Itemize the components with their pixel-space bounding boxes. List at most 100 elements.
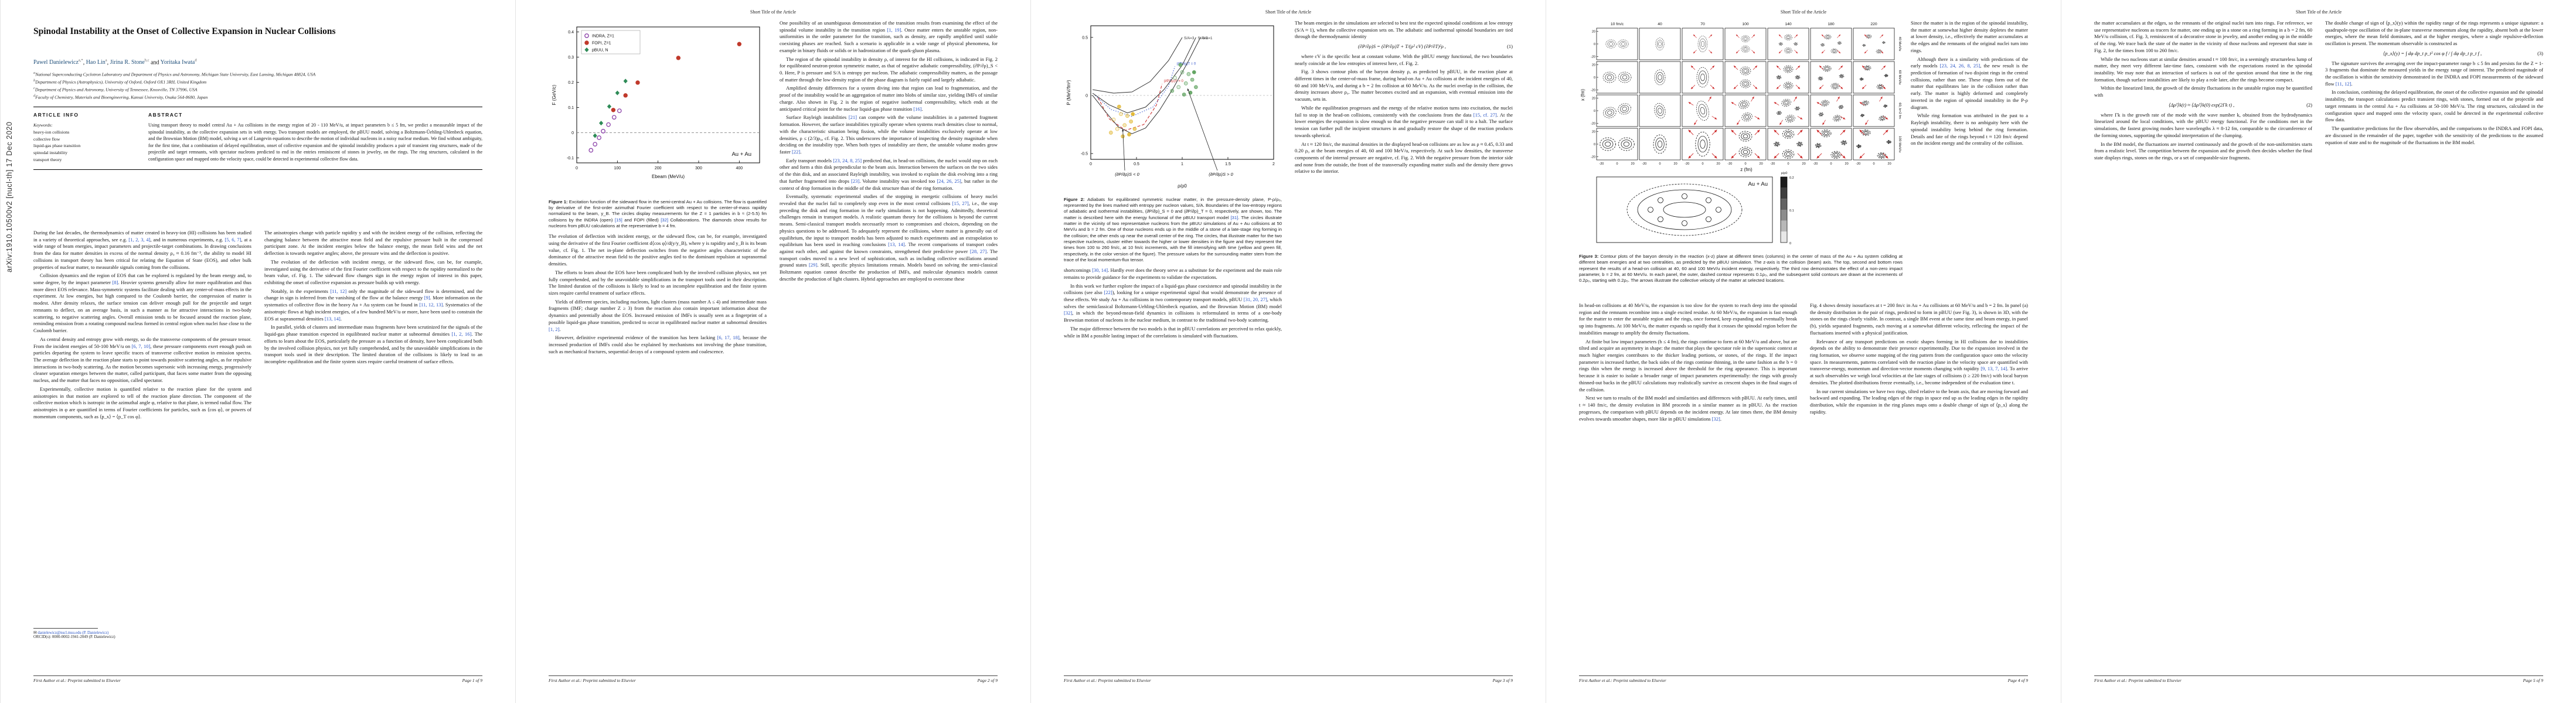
svg-text:-20: -20 [1591,122,1595,126]
paragraph: During the last decades, the thermodynam… [33,230,251,270]
svg-text:-20: -20 [1813,162,1818,166]
svg-text:20: 20 [1845,162,1849,166]
svg-text:20: 20 [1592,63,1595,67]
svg-text:0.2: 0.2 [568,81,574,85]
density-panel [1603,103,1631,118]
running-head: Short Title of the Article [2295,9,2342,15]
paragraph: Yields of different species, including n… [549,298,767,332]
svg-text:(∂P/∂ρ)S > 0: (∂P/∂ρ)S > 0 [1209,172,1233,177]
page-footer: First Author et al.: Preprint submitted … [1579,675,2028,683]
paragraph: Eventually, systematic experimental stud… [780,193,998,282]
density-panel [1688,129,1717,159]
svg-text:100: 100 [1742,22,1749,26]
footer-left: First Author et al.: Preprint submitted … [549,678,636,683]
figure1-caption-text: Excitation function of the sideward flow… [549,199,767,228]
density-panel [1733,65,1758,90]
paragraph: At finite but low impact parameters (b ≤… [1579,338,1797,393]
svg-text:F (GeV/c): F (GeV/c) [552,84,557,105]
paragraph: At t ≈ 120 fm/c, the maximal densities i… [1295,141,1513,175]
abstract-heading: ABSTRACT [148,112,183,118]
paragraph: The quantitative predictions for the flo… [2325,125,2543,145]
svg-text:0: 0 [1594,143,1595,146]
body-column-left: the matter accumulates at the edges, so … [2094,20,2312,668]
svg-text:-20: -20 [1591,56,1595,59]
narrow-column: Since the matter is in the region of the… [1911,20,2028,298]
body-column-left: 0 0.5 1 1.5 2 -0.5 0 0.5 (∂P/∂ρ)S = 0 (∂P/∂ρ)T = … [1064,20,1282,668]
figure3-density-contours: 10 fm/c 40 70 100 140 180 220 20 0 -20 40 MeV/u 20 0… [1580,22,1901,245]
density-panel [1859,96,1888,125]
body-column-left: In head-on collisions at 40 MeV/u, the e… [1579,302,1797,668]
svg-text:0: 0 [1594,110,1595,113]
density-panel [1731,129,1760,159]
paragraph: While the equilibration progresses and t… [1295,104,1513,138]
svg-text:(∂P/∂ρ)T = 0: (∂P/∂ρ)T = 0 [1177,62,1196,66]
legend: INDRA, Z=1 FOPI, Z=1 pBUU, N [581,30,641,54]
svg-text:0: 0 [1789,242,1791,245]
footer-left: First Author et al.: Preprint submitted … [33,678,121,683]
paragraph: While the two nucleons start at similar … [2094,56,2312,83]
body-column-right: Fig. 4 shows density isosurfaces at t = … [1810,302,2028,668]
page-1: arXiv:1910.10500v2 [nucl-th] 17 Dec 2020… [0,0,515,703]
footer-left: First Author et al.: Preprint submitted … [1064,678,1151,683]
svg-text:0: 0 [1830,162,1832,166]
footer-page-number: Page 2 of 9 [977,678,998,683]
density-panel [1774,129,1803,159]
author-name: Hao Lina [86,59,107,66]
keyword: liquid-gas phase transition [33,143,81,149]
authors-line: Pawel Danielewicza,*, Hao Lina, Jirina R… [33,59,197,66]
density-panel [1654,69,1666,86]
figure1-flow-plot: 0 100 200 300 400 -0.1 0 0.1 0.2 0.3 0.4 INDRA, Z=1… [552,26,760,179]
density-panel [1602,71,1632,83]
svg-text:S/A=3: S/A=3 [1184,36,1195,40]
svg-text:Au + Au: Au + Au [1748,181,1768,187]
svg-text:20: 20 [1674,162,1677,166]
paragraph: Amplified density differences for a syst… [780,85,998,112]
svg-text:20: 20 [1717,162,1720,166]
density-panel [1731,96,1760,125]
density-panel [1654,103,1666,119]
svg-text:40 MeV/u: 40 MeV/u [1898,37,1901,52]
svg-text:(∂P/∂ρ)S = 0: (∂P/∂ρ)S = 0 [1164,79,1184,83]
svg-text:-20: -20 [1591,156,1595,159]
svg-text:FOPI, Z=1: FOPI, Z=1 [592,42,611,46]
paragraph: One possibility of an unambiguous demons… [780,20,998,53]
svg-text:-20: -20 [1856,162,1860,166]
svg-text:ρ/ρ0: ρ/ρ0 [1178,183,1187,189]
svg-text:-20: -20 [1642,162,1646,166]
display-equation: ⟨Δρ²⟩k(t) ≈ ⟨Δρ²⟩k(0) exp(2Γk t) , (2) [2169,101,2312,108]
paragraph: Fig. 3 shows contour plots of the baryon… [1295,69,1513,103]
svg-text:Ebeam (MeV/u): Ebeam (MeV/u) [652,174,685,179]
figure1-caption-label: Figure 1: [549,199,568,204]
figure2-caption-label: Figure 2: [1064,196,1085,202]
svg-text:2: 2 [1272,162,1275,166]
paragraph: In head-on collisions at 40 MeV/u, the e… [1579,302,1797,336]
footer-left: First Author et al.: Preprint submitted … [1579,678,1666,683]
keywords-list: heavy-ion collisions collective flow liqui… [33,129,134,163]
paragraph: The major difference between the two mod… [1064,325,1282,339]
paragraph: the matter accumulates at the edges, so … [2094,20,2312,53]
footnote-email-line: ✉ danielewicz@nscl.msu.edu (P. Danielewi… [33,630,251,635]
svg-text:0: 0 [1594,76,1595,80]
svg-text:140: 140 [1785,22,1792,26]
density-panel [1862,34,1886,54]
keyword: spinodal instability [33,150,68,156]
figure2-caption: Figure 2: Adiabats for equilibrated symm… [1064,197,1282,263]
paragraph: where cV is the specific heat at constan… [1295,53,1513,66]
density-panel [1655,37,1665,50]
figure-1: 0 100 200 300 400 -0.1 0 0.1 0.2 0.3 0.4 INDRA, Z=1… [549,20,767,229]
svg-text:0.5: 0.5 [1082,36,1088,40]
running-head: Short Title of the Article [750,9,797,15]
page-2: Short Title of the Article 0 100 200 300 400… [515,0,1030,703]
density-panel [1856,129,1891,159]
svg-text:20: 20 [1631,162,1635,166]
svg-text:0: 0 [1702,162,1703,166]
svg-text:400: 400 [736,166,743,170]
paragraph: Since the matter is in the region of the… [1911,20,2028,53]
running-head: Short Title of the Article [1265,9,1312,15]
svg-text:S/A=1: S/A=1 [1202,36,1213,40]
footnote-rule [33,628,98,629]
author-email[interactable]: danielewicz@nscl.msu.edu (P. Danielewicz… [38,631,109,635]
svg-text:70: 70 [1700,22,1705,26]
column-text: The evolution of deflection with inciden… [549,233,767,355]
footnote-orcid-line: ORCID(s): 0000-0002-1941-2049 (P. Daniel… [33,635,115,639]
